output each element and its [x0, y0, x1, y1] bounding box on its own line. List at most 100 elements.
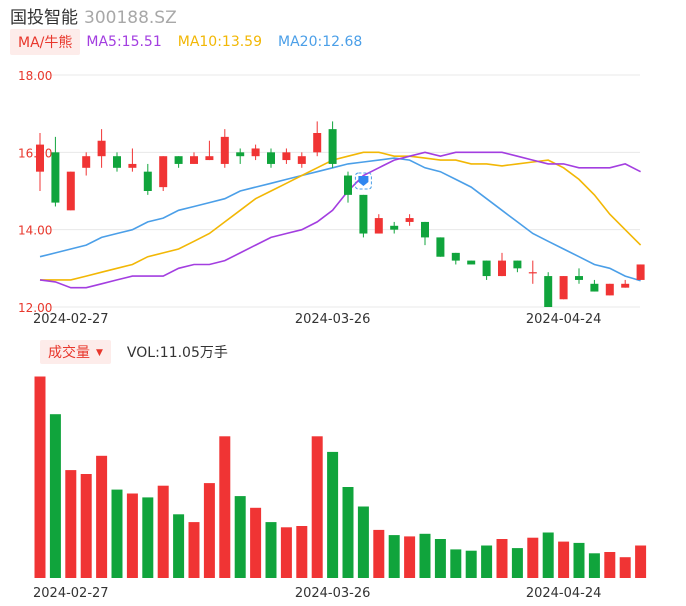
volume-bar: [481, 545, 493, 578]
candle-body: [143, 171, 152, 191]
candle-body: [451, 252, 460, 261]
volume-value: VOL:11.05万手: [126, 345, 228, 361]
candle: [113, 152, 121, 172]
candle: [482, 260, 491, 280]
moving-average-lines: [39, 151, 642, 289]
price-tick-label: 14.00: [18, 224, 52, 238]
volume-bar: [465, 550, 477, 578]
volume-bar: [219, 436, 231, 578]
event-marker[interactable]: [354, 172, 372, 190]
candle-body: [421, 221, 429, 238]
volume-bar: [65, 470, 77, 578]
candle-body: [36, 144, 44, 172]
volume-bar: [34, 376, 46, 578]
candle-body: [313, 133, 322, 153]
volume-bar: [573, 542, 585, 578]
date-tick-label: 2024-03-26: [295, 586, 371, 601]
candle-body: [282, 152, 291, 161]
stock-header: 国投智能 300188.SZ: [10, 3, 177, 28]
candle-body: [374, 218, 383, 234]
volume-bar: [604, 552, 616, 578]
candle: [498, 252, 506, 277]
candle: [36, 133, 44, 191]
price-axis-labels: 18.00 16.00 14.00 12.00: [18, 69, 52, 315]
candle: [313, 121, 322, 157]
candle: [513, 260, 522, 273]
price-tick-label: 18.00: [18, 69, 52, 83]
candle-body: [236, 152, 245, 157]
candle-body: [190, 156, 198, 164]
candle: [359, 194, 368, 238]
volume-bar: [342, 487, 354, 578]
candle: [590, 279, 599, 292]
volume-bar: [419, 533, 431, 578]
candle: [190, 152, 198, 164]
volume-bars: [34, 376, 647, 578]
candle-body: [498, 260, 506, 277]
candle: [467, 260, 476, 265]
candle-body: [590, 283, 599, 292]
date-tick-label: 2024-04-24: [526, 586, 602, 601]
volume-bar: [619, 557, 631, 578]
candle: [374, 214, 383, 234]
candle: [51, 136, 60, 207]
candle-body: [128, 163, 137, 168]
stock-name: 国投智能: [10, 8, 78, 28]
candle-body: [544, 276, 553, 307]
volume-bar: [265, 522, 277, 578]
candle: [636, 264, 645, 280]
volume-selector-button[interactable]: 成交量 ▼: [40, 340, 111, 364]
ma20-value: MA20:12.68: [278, 34, 363, 50]
volume-bar: [558, 541, 570, 578]
volume-bar: [96, 455, 108, 578]
ma10-line: [40, 151, 642, 281]
candle-body: [482, 260, 491, 277]
volume-bar: [142, 497, 154, 578]
candle-body: [636, 264, 645, 280]
date-tick-label: 2024-02-27: [33, 312, 109, 327]
volume-bar: [496, 539, 508, 578]
candle: [174, 156, 183, 168]
candle: [575, 268, 583, 284]
volume-bar: [111, 489, 123, 578]
volume-bar: [49, 414, 61, 578]
candle: [267, 148, 275, 168]
volume-bar: [450, 549, 462, 578]
volume-bar: [126, 493, 138, 578]
candle-body: [174, 156, 183, 164]
candlesticks: [36, 121, 645, 307]
volume-bar: [188, 522, 200, 578]
candle-body: [467, 260, 476, 265]
candle: [528, 260, 537, 284]
date-tick-label: 2024-03-26: [295, 312, 371, 327]
volume-bar: [280, 527, 292, 578]
volume-bar: [373, 529, 385, 578]
candle: [436, 237, 445, 257]
candle: [605, 283, 614, 296]
shield-icon: [358, 176, 369, 186]
candle-body: [605, 283, 614, 296]
candle: [390, 221, 399, 234]
volume-bar: [635, 545, 647, 578]
ma5-value: MA5:15.51: [86, 34, 162, 50]
candle: [159, 156, 168, 191]
candle-body: [82, 156, 91, 168]
ma10-value: MA10:13.59: [177, 34, 263, 50]
volume-bar: [173, 514, 185, 578]
candle: [621, 279, 630, 288]
candle-body: [97, 140, 106, 157]
volume-bar: [434, 539, 446, 578]
candle: [559, 276, 568, 300]
candle: [251, 144, 260, 161]
candle: [82, 152, 91, 176]
volume-bar: [80, 474, 92, 578]
volume-bar: [296, 526, 308, 578]
volume-selector-label: 成交量: [48, 345, 90, 361]
volume-bar: [203, 483, 215, 578]
candle-body: [528, 272, 537, 274]
candle: [421, 221, 429, 246]
marker-frame: [354, 172, 372, 190]
ma-selector-button[interactable]: MA/牛熊: [10, 29, 81, 55]
candle-body: [113, 156, 121, 168]
